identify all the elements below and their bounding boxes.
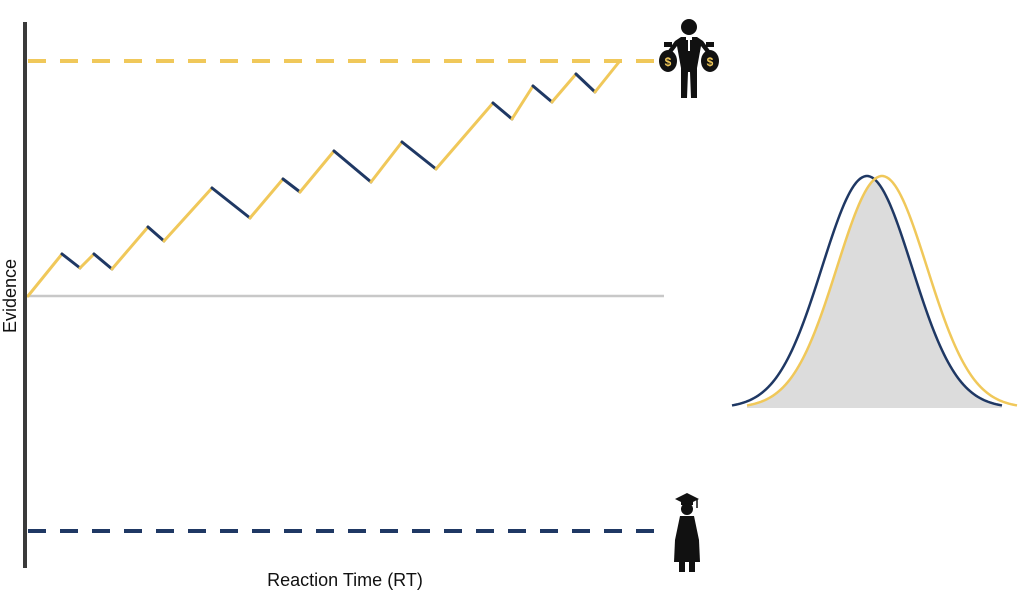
- x-axis-label: Reaction Time (RT): [267, 570, 423, 590]
- evidence-segment-gold: [550, 72, 578, 104]
- evidence-segment-navy: [92, 252, 114, 271]
- evidence-segment-gold: [510, 84, 535, 121]
- svg-text:$: $: [707, 55, 714, 69]
- evidence-segment-navy: [491, 101, 514, 121]
- evidence-segment-gold: [248, 177, 285, 220]
- evidence-segment-gold: [369, 140, 404, 184]
- businessman-with-money-bags-icon: $ $: [659, 19, 719, 98]
- evidence-segment-navy: [281, 177, 302, 194]
- evidence-segment-navy: [400, 140, 438, 171]
- evidence-segment-navy: [332, 149, 373, 184]
- svg-text:$: $: [665, 55, 672, 69]
- rt-distribution-gold: [746, 174, 1018, 407]
- evidence-segment-gold: [298, 149, 336, 194]
- evidence-segment-navy: [60, 252, 82, 270]
- evidence-segment-gold: [26, 252, 64, 298]
- evidence-segment-navy: [574, 72, 597, 94]
- rt-distributions: [731, 174, 1018, 408]
- graduate-in-gown-icon: [674, 493, 700, 572]
- evidence-segment-gold: [110, 225, 150, 271]
- y-axis-label: Evidence: [0, 259, 20, 333]
- distribution-overlap-area: [747, 179, 1002, 408]
- evidence-segment-gold: [78, 252, 96, 270]
- evidence-segment-gold: [162, 186, 214, 243]
- evidence-segment-gold: [593, 60, 621, 94]
- evidence-segment-navy: [531, 84, 554, 104]
- evidence-segment-gold: [434, 101, 495, 171]
- evidence-segment-navy: [210, 186, 252, 220]
- rt-distribution-navy: [731, 174, 1003, 407]
- evidence-path: [26, 60, 621, 298]
- evidence-segment-navy: [146, 225, 166, 243]
